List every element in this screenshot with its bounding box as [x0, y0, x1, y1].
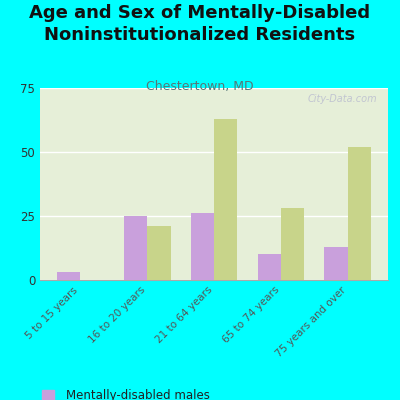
Bar: [281, 208, 304, 280]
Bar: [124, 216, 147, 280]
Bar: [57, 272, 80, 280]
Bar: [190, 214, 214, 280]
Text: Age and Sex of Mentally-Disabled
Noninstitutionalized Residents: Age and Sex of Mentally-Disabled Noninst…: [30, 4, 370, 44]
Text: City-Data.com: City-Data.com: [308, 94, 378, 104]
Bar: [147, 226, 170, 280]
Legend: Mentally-disabled males, Mentally-disabled females: Mentally-disabled males, Mentally-disabl…: [39, 386, 225, 400]
Bar: [214, 119, 238, 280]
Bar: [348, 147, 371, 280]
Bar: [324, 247, 348, 280]
Text: Chestertown, MD: Chestertown, MD: [146, 80, 254, 93]
Bar: [258, 254, 281, 280]
